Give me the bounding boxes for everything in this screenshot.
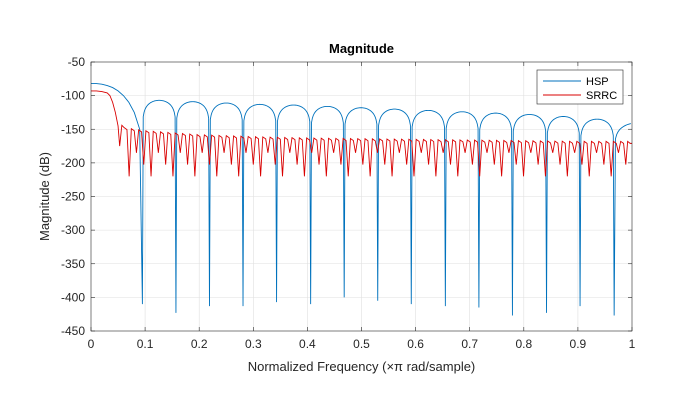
legend-label-hsp: HSP xyxy=(586,76,609,88)
x-tick-label: 0 xyxy=(88,337,95,351)
x-tick-label: 0.1 xyxy=(137,337,154,351)
y-tick-label: -100 xyxy=(61,89,85,103)
x-tick-label: 0.9 xyxy=(570,337,587,351)
y-tick-label: -300 xyxy=(61,223,85,237)
legend-label-srrc: SRRC xyxy=(586,90,617,102)
y-tick-label: -250 xyxy=(61,190,85,204)
legend: HSP SRRC xyxy=(536,69,624,105)
x-tick-label: 0.6 xyxy=(407,337,424,351)
y-axis-ticks: -50 -100 -150 -200 -250 -300 -350 -400 -450 xyxy=(61,55,632,338)
x-tick-label: 0.8 xyxy=(515,337,532,351)
x-tick-label: 0.3 xyxy=(245,337,262,351)
x-axis-ticks: 0 0.1 0.2 0.3 0.4 0.5 0.6 0.7 0.8 0.9 1 xyxy=(88,62,636,351)
x-tick-label: 0.7 xyxy=(461,337,478,351)
y-tick-label: -200 xyxy=(61,156,85,170)
x-tick-label: 1 xyxy=(629,337,636,351)
series-layer xyxy=(91,83,632,316)
y-tick-label: -350 xyxy=(61,257,85,271)
grid xyxy=(91,62,632,331)
y-axis-label: Magnitude (dB) xyxy=(37,152,52,241)
x-axis-label: Normalized Frequency (×π rad/sample) xyxy=(248,359,476,374)
series-line-srrc xyxy=(91,90,632,177)
y-tick-label: -400 xyxy=(61,290,85,304)
x-tick-label: 0.2 xyxy=(191,337,208,351)
chart-title: Magnitude xyxy=(329,41,394,56)
x-tick-label: 0.4 xyxy=(299,337,316,351)
series-line-hsp xyxy=(91,83,631,316)
y-tick-label: -50 xyxy=(68,55,86,69)
y-tick-label: -450 xyxy=(61,324,85,338)
legend-box xyxy=(536,69,624,105)
x-tick-label: 0.5 xyxy=(353,337,370,351)
y-tick-label: -150 xyxy=(61,122,85,136)
